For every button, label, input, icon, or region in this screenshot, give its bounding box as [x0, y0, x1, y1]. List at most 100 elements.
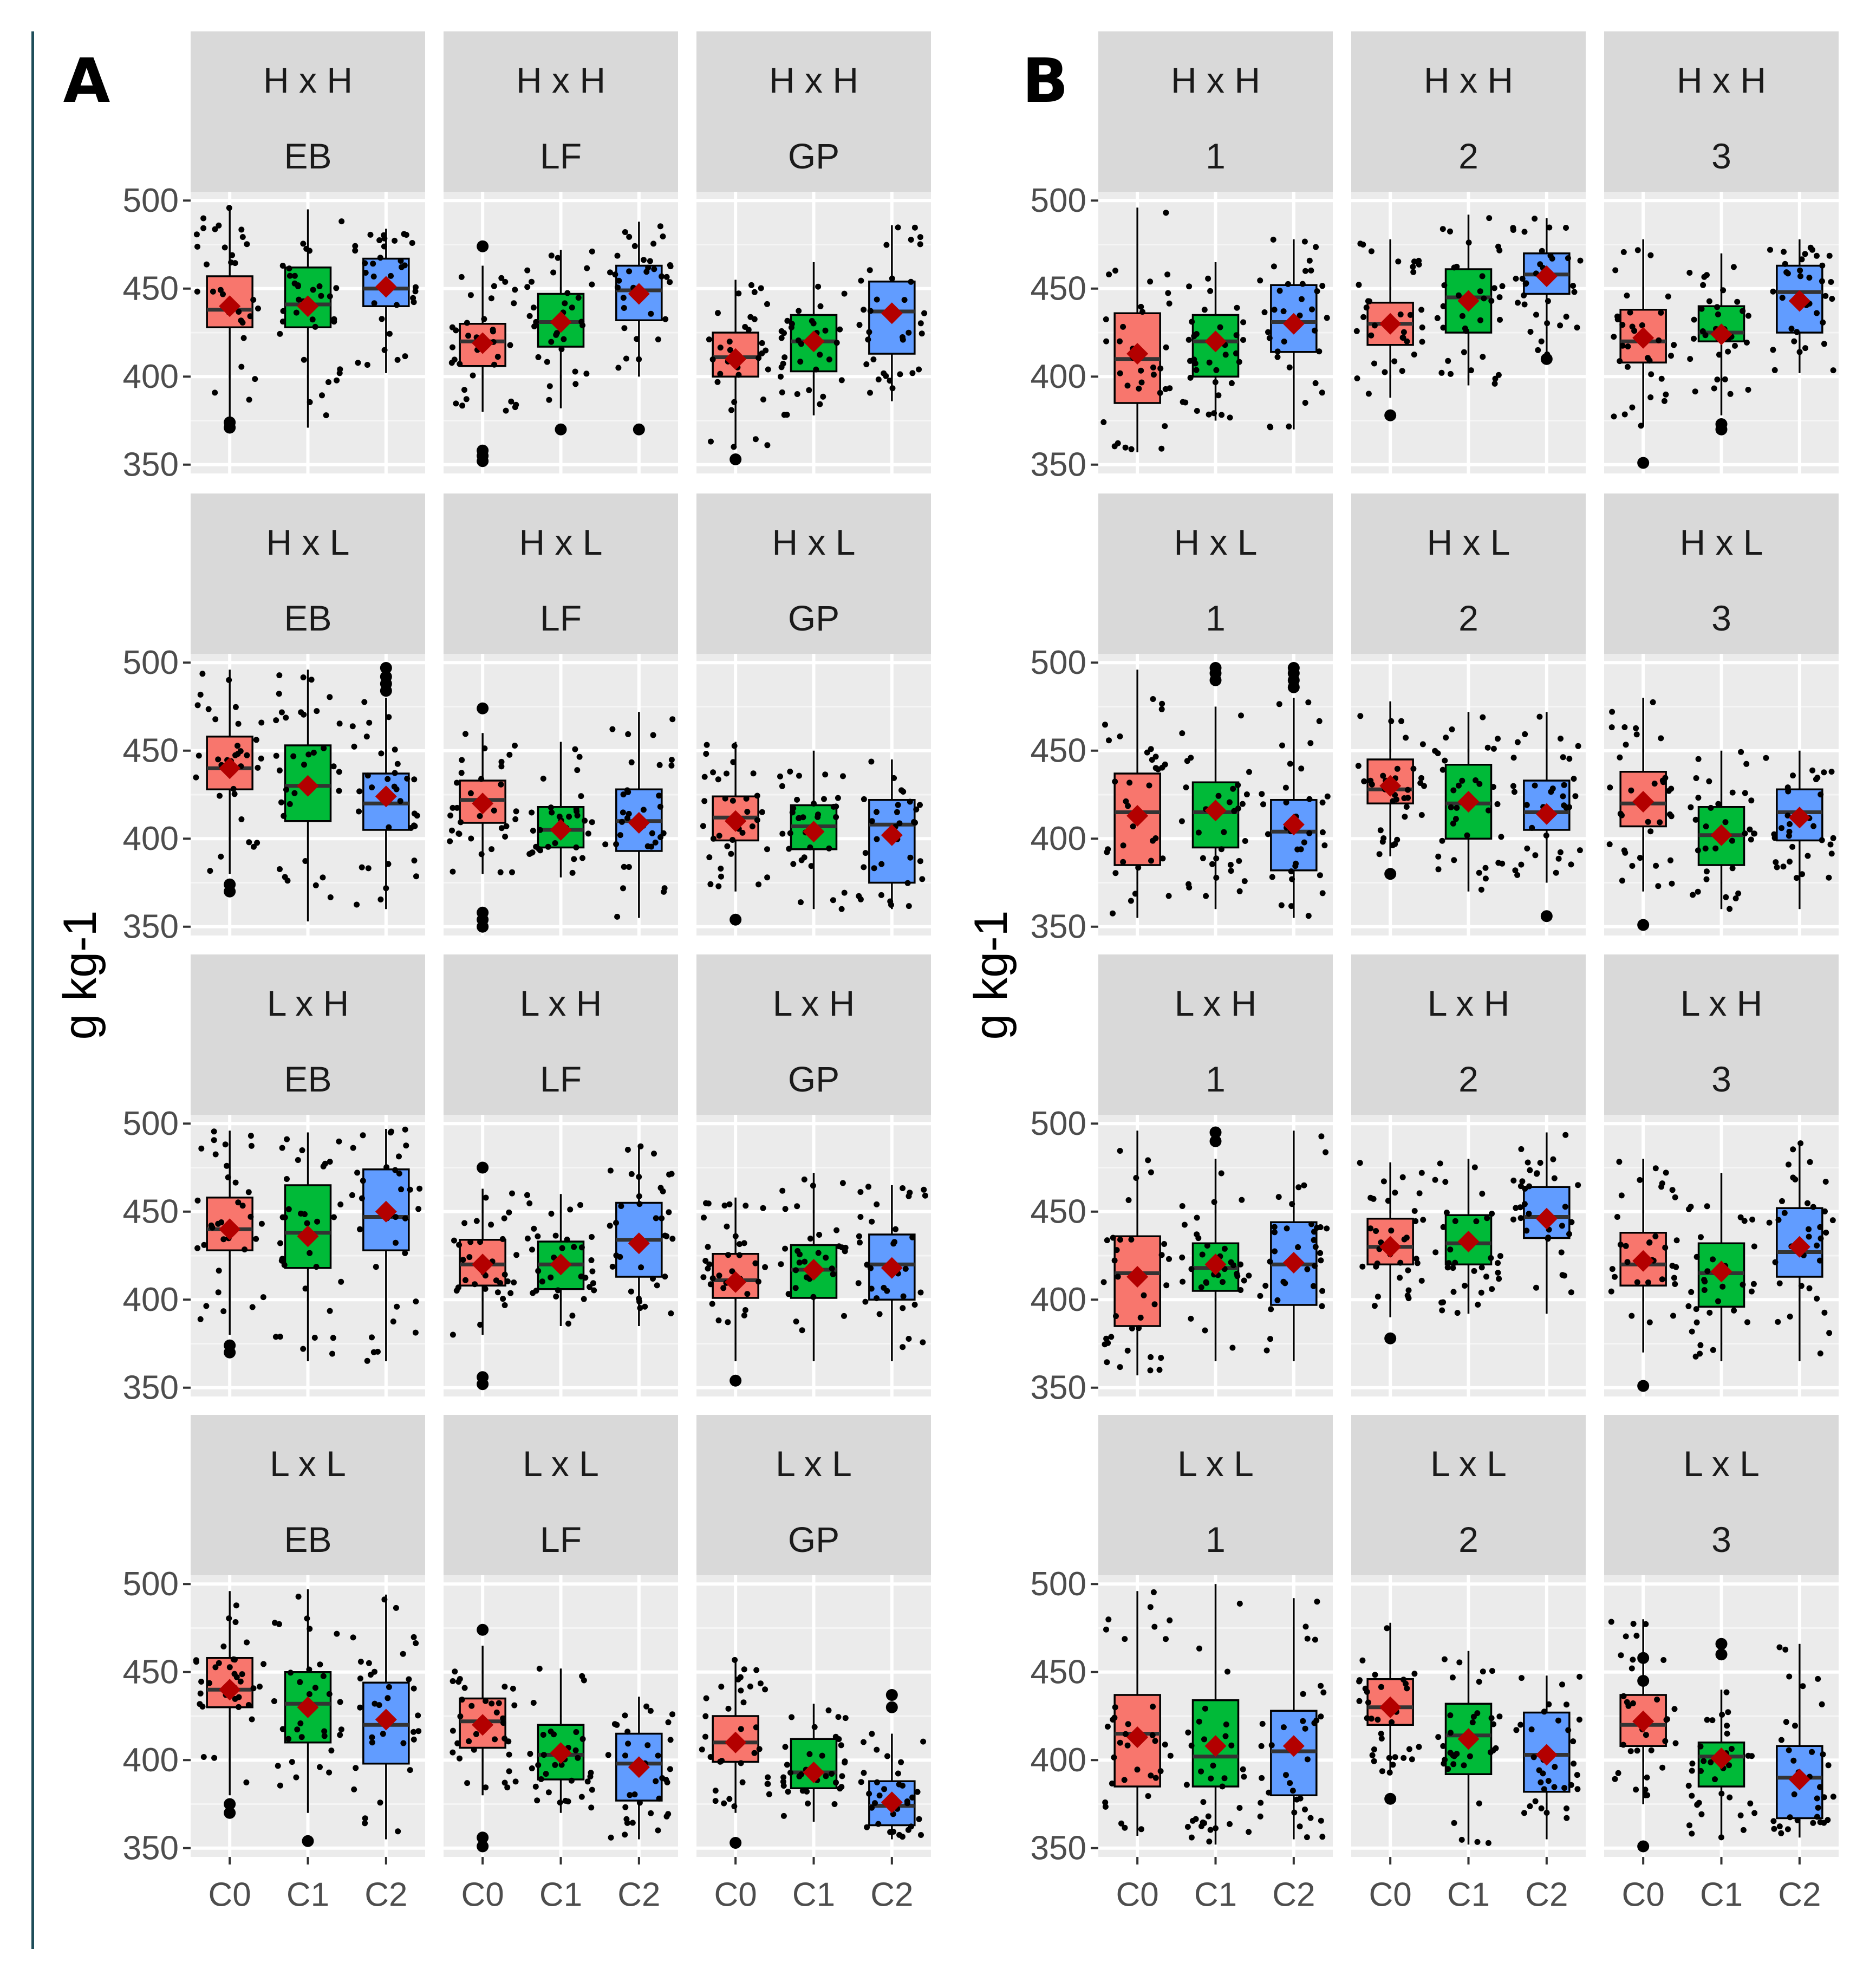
jitter-point [668, 762, 675, 769]
jitter-point [506, 751, 513, 758]
facet-strip [696, 1415, 931, 1575]
jitter-point [1776, 1644, 1783, 1651]
jitter-point [386, 1684, 392, 1690]
jitter-point [585, 830, 591, 837]
jitter-point [1405, 787, 1411, 793]
jitter-point [1102, 722, 1108, 728]
jitter-point [866, 329, 872, 335]
jitter-point [1615, 1770, 1621, 1776]
y-tick-label: 350 [1031, 1369, 1086, 1406]
jitter-point [1464, 832, 1470, 839]
jitter-point [356, 788, 363, 795]
jitter-point [1105, 1616, 1112, 1623]
jitter-point [400, 1651, 406, 1657]
jitter-point [392, 1214, 399, 1220]
jitter-point [616, 277, 622, 284]
jitter-point [1706, 778, 1712, 784]
jitter-point [300, 674, 307, 680]
jitter-point [362, 260, 368, 267]
box-C1 [524, 248, 595, 436]
jitter-point [864, 1262, 870, 1268]
jitter-point [1546, 1701, 1552, 1707]
box-C2 [605, 1697, 675, 1841]
jitter-point [454, 1740, 461, 1746]
mean-marker [1204, 800, 1227, 822]
mean-marker [1204, 1253, 1227, 1276]
jitter-point [826, 356, 832, 363]
jitter-point [1723, 894, 1729, 900]
jitter-point [627, 1792, 633, 1798]
jitter-point [463, 731, 468, 737]
jitter-point [1209, 861, 1215, 867]
jitter-point [277, 866, 283, 872]
jitter-point [396, 1153, 402, 1160]
jitter-point [1390, 1762, 1396, 1768]
jitter-point [1261, 309, 1268, 315]
jitter-point [1669, 1187, 1676, 1193]
jitter-point [911, 1302, 918, 1308]
jitter-point [891, 775, 897, 781]
jitter-point [1213, 367, 1220, 373]
jitter-point [1510, 755, 1517, 761]
jitter-point [628, 1171, 635, 1177]
jitter-point [566, 814, 572, 820]
jitter-point [524, 267, 531, 274]
jitter-point [920, 1339, 926, 1346]
jitter-point [1227, 414, 1233, 421]
jitter-point [232, 704, 239, 710]
panel-label-A: A [63, 46, 110, 116]
jitter-point [1310, 1283, 1317, 1289]
jitter-point [1398, 718, 1404, 724]
jitter-point [512, 743, 518, 749]
jitter-point [1222, 1733, 1229, 1739]
jitter-point [1378, 1736, 1385, 1742]
jitter-point [530, 304, 537, 311]
jitter-point [1324, 793, 1331, 800]
jitter-point [279, 1145, 285, 1151]
jitter-point [1357, 713, 1364, 719]
jitter-point [386, 714, 392, 720]
mean-marker [472, 1253, 494, 1276]
jitter-point [351, 743, 357, 750]
jitter-point [1787, 1314, 1793, 1320]
jitter-point [1575, 743, 1581, 749]
jitter-point [1103, 316, 1109, 322]
jitter-point [330, 763, 337, 770]
jitter-point [273, 752, 279, 759]
jitter-point [1489, 1286, 1495, 1292]
x-tick-label: C2 [1525, 1876, 1568, 1914]
jitter-point [1194, 408, 1200, 414]
jitter-point [648, 310, 654, 317]
jitter-point [1148, 857, 1154, 864]
jitter-point [393, 302, 400, 308]
jitter-point [472, 1281, 478, 1288]
jitter-point [794, 1203, 800, 1210]
jitter-point [530, 1290, 536, 1296]
jitter-point [1823, 1230, 1829, 1236]
jitter-point [1830, 1794, 1836, 1800]
jitter-point [612, 271, 618, 278]
jitter-point [1445, 1766, 1451, 1772]
jitter-point [538, 1776, 544, 1782]
jitter-point [1407, 311, 1413, 318]
mean-marker [472, 1714, 494, 1736]
jitter-point [555, 255, 561, 261]
jitter-point [1616, 1159, 1623, 1165]
jitter-point [621, 305, 627, 311]
mean-marker [1535, 1207, 1558, 1230]
jitter-point [395, 1828, 401, 1835]
jitter-point [835, 1714, 842, 1720]
mean-marker [297, 1225, 319, 1248]
jitter-point [1706, 298, 1712, 304]
jitter-point [1609, 709, 1616, 715]
jitter-point [215, 756, 222, 763]
jitter-point [1375, 1294, 1381, 1300]
jitter-point [194, 1197, 201, 1204]
jitter-point [1150, 1589, 1157, 1595]
jitter-point [1570, 283, 1577, 289]
jitter-point [1190, 1817, 1196, 1824]
jitter-point [1102, 1799, 1109, 1805]
jitter-point [1658, 375, 1665, 382]
jitter-point [1187, 374, 1194, 381]
